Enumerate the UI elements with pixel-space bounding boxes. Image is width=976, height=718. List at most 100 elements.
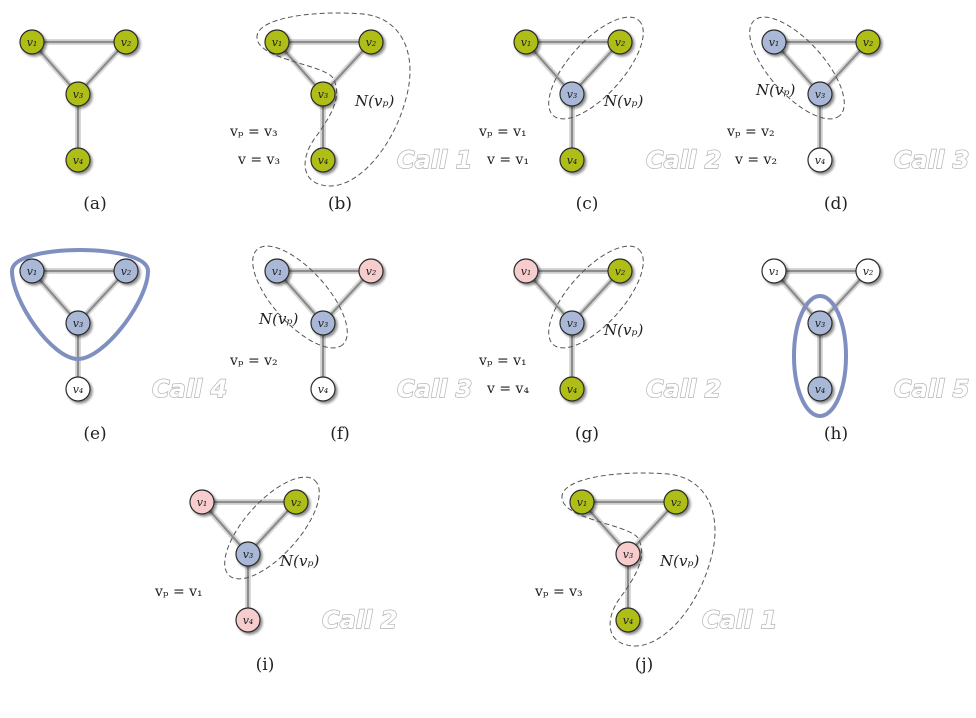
vertex-v2 xyxy=(283,489,309,515)
vertex-v4 xyxy=(310,147,336,173)
panel-caption: (i) xyxy=(256,655,275,675)
vertex-v3 xyxy=(559,310,585,336)
vertex-label: v₁ xyxy=(272,265,283,278)
vertex-label: v₃ xyxy=(318,317,329,330)
vertex-label: v₂ xyxy=(615,265,626,278)
panel-i: v₁ v₂ v₃ v₄ N(vₚ) vₚ = v₁ Call 2 (i) xyxy=(154,476,398,675)
vertex-assignment-label: v = v₂ xyxy=(734,152,777,168)
vertex-v2 xyxy=(113,29,139,55)
vertex-label: v₂ xyxy=(366,36,377,49)
call-label: Call 3 xyxy=(894,146,969,174)
vertex-v3 xyxy=(65,310,91,336)
vertex-v1 xyxy=(569,489,595,515)
vertex-v2 xyxy=(607,29,633,55)
pivot-label: vₚ = v₃ xyxy=(229,124,278,140)
clique-highlight xyxy=(792,294,848,418)
vertex-label: v₄ xyxy=(318,383,329,396)
panel-a: v₁ v₂ v₃ v₄ (a) xyxy=(19,29,139,214)
pivot-label: vₚ = v₁ xyxy=(478,124,527,140)
vertex-label: v₄ xyxy=(815,154,826,167)
vertex-label: v₁ xyxy=(27,36,38,49)
vertex-v1 xyxy=(19,29,45,55)
vertex-v1 xyxy=(264,258,290,284)
vertex-v4 xyxy=(65,147,91,173)
vertex-v1 xyxy=(189,489,215,515)
neighborhood-region xyxy=(561,472,716,647)
panel-j: v₁ v₂ v₃ v₄ N(vₚ) vₚ = v₃ Call 1 (j) xyxy=(534,472,778,675)
vertex-label: v₃ xyxy=(567,317,578,330)
panel-e: v₁ v₂ v₃ v₄ Call 4 (e) xyxy=(9,248,228,444)
call-label: Call 2 xyxy=(646,146,721,174)
panel-caption: (f) xyxy=(330,424,350,444)
vertex-v4 xyxy=(559,376,585,402)
neighborhood-region xyxy=(256,12,411,187)
panel-d: v₁ v₂ v₃ v₄ N(vₚ) vₚ = v₂ v = v₂ Call 3 (d) xyxy=(726,16,970,214)
vertex-v2 xyxy=(358,29,384,55)
vertex-v2 xyxy=(113,258,139,284)
neighborhood-label: N(vₚ) xyxy=(659,552,699,570)
neighborhood-region xyxy=(224,476,320,580)
panel-caption: (j) xyxy=(635,655,654,675)
neighborhood-region xyxy=(252,245,348,349)
vertex-label: v₄ xyxy=(567,383,578,396)
call-label: Call 2 xyxy=(322,606,397,634)
vertex-v3 xyxy=(310,310,336,336)
vertex-label: v₄ xyxy=(73,154,84,167)
vertex-v4 xyxy=(310,376,336,402)
vertex-v4 xyxy=(559,147,585,173)
neighborhood-region xyxy=(548,16,644,120)
vertex-v3 xyxy=(65,81,91,107)
vertex-label: v₂ xyxy=(671,496,682,509)
panel-caption: (b) xyxy=(328,194,352,214)
vertex-label: v₂ xyxy=(615,36,626,49)
call-label: Call 1 xyxy=(397,146,472,174)
vertex-v3 xyxy=(807,81,833,107)
panel-g: v₁ v₂ v₃ v₄ N(vₚ) vₚ = v₁ v = v₄ Call 2 (g) xyxy=(478,245,722,444)
vertex-v2 xyxy=(607,258,633,284)
vertex-v4 xyxy=(807,147,833,173)
panel-caption: (c) xyxy=(576,194,599,214)
panel-c: v₁ v₂ v₃ v₄ N(vₚ) vₚ = v₁ v = v₁ Call 2 (c) xyxy=(478,16,722,214)
vertex-label: v₄ xyxy=(623,614,634,627)
vertex-v1 xyxy=(513,258,539,284)
pivot-label: vₚ = v₃ xyxy=(534,584,583,600)
panel-caption: (a) xyxy=(83,194,106,214)
vertex-label: v₁ xyxy=(769,36,780,49)
vertex-v3 xyxy=(310,81,336,107)
vertex-label: v₃ xyxy=(318,88,329,101)
vertex-label: v₂ xyxy=(121,36,132,49)
neighborhood-label: N(vₚ) xyxy=(279,552,319,570)
neighborhood-region xyxy=(749,16,845,120)
vertex-v4 xyxy=(235,607,261,633)
vertex-v1 xyxy=(761,258,787,284)
vertex-label: v₂ xyxy=(863,265,874,278)
panel-h: v₁ v₂ v₃ v₄ Call 5 (h) xyxy=(761,258,970,444)
panel-f: v₁ v₂ v₃ v₄ N(vₚ) vₚ = v₂ Call 3 (f) xyxy=(229,245,473,444)
vertex-label: v₁ xyxy=(272,36,283,49)
call-label: Call 4 xyxy=(152,375,227,403)
vertex-v2 xyxy=(855,258,881,284)
vertex-label: v₁ xyxy=(521,36,532,49)
vertex-v1 xyxy=(19,258,45,284)
vertex-v3 xyxy=(807,310,833,336)
neighborhood-label: N(vₚ) xyxy=(258,310,298,328)
vertex-v4 xyxy=(65,376,91,402)
vertex-v4 xyxy=(807,376,833,402)
clique-highlight xyxy=(9,248,151,362)
vertex-label: v₃ xyxy=(815,317,826,330)
panel-caption: (e) xyxy=(83,424,106,444)
vertex-v3 xyxy=(615,541,641,567)
vertex-v3 xyxy=(559,81,585,107)
vertex-v4 xyxy=(615,607,641,633)
vertex-label: v₂ xyxy=(121,265,132,278)
vertex-v2 xyxy=(663,489,689,515)
vertex-v2 xyxy=(855,29,881,55)
vertex-label: v₄ xyxy=(567,154,578,167)
vertex-label: v₃ xyxy=(73,88,84,101)
pivot-label: vₚ = v₂ xyxy=(229,353,278,369)
vertex-label: v₂ xyxy=(366,265,377,278)
call-label: Call 2 xyxy=(646,375,721,403)
vertex-label: v₂ xyxy=(291,496,302,509)
vertex-v1 xyxy=(513,29,539,55)
